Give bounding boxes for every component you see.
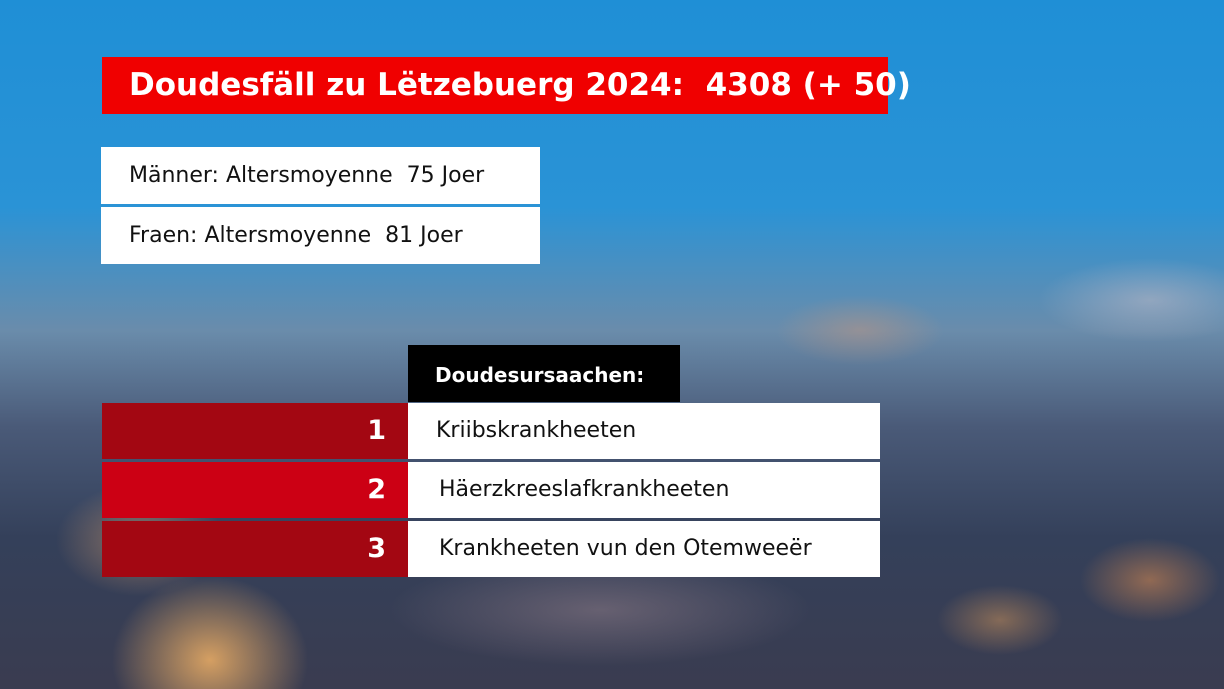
cause-row: 2 Häerzkreeslafkrankheeten (102, 462, 880, 518)
cause-rank: 1 (102, 403, 408, 459)
cause-row: 1 Kriibskrankheeten (102, 403, 880, 459)
men-average-age: Männer: Altersmoyenne 75 Joer (101, 147, 540, 204)
cause-label: Häerzkreeslafkrankheeten (408, 462, 880, 518)
cause-row: 3 Krankheeten vun den Otemweeër (102, 521, 880, 577)
cause-rank: 3 (102, 521, 408, 577)
cause-label: Kriibskrankheeten (408, 403, 880, 459)
women-average-age: Fraen: Altersmoyenne 81 Joer (101, 207, 540, 264)
causes-header: Doudesursaachen: (408, 345, 680, 402)
cause-rank: 2 (102, 462, 408, 518)
page-title: Doudesfäll zu Lëtzebuerg 2024: 4308 (+ 5… (102, 57, 911, 114)
cause-label: Krankheeten vun den Otemweeër (408, 521, 880, 577)
